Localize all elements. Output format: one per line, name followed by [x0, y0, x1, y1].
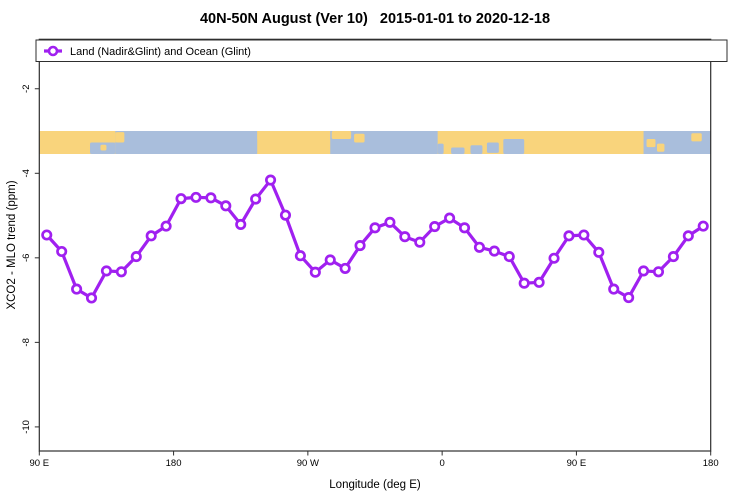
- data-point-marker: [682, 230, 694, 242]
- data-point-marker: [548, 252, 560, 264]
- data-point-marker: [279, 209, 292, 221]
- plot-border: [38, 38, 712, 452]
- legend-box: [35, 39, 728, 62]
- x-tick-label: 180: [166, 458, 182, 469]
- data-point-marker: [354, 240, 366, 252]
- data-point-marker: [593, 246, 605, 258]
- data-point-marker: [339, 262, 351, 274]
- data-point-marker: [85, 292, 98, 304]
- ocean-patch: [451, 147, 465, 154]
- data-point-marker: [265, 174, 277, 186]
- data-point-marker: [220, 200, 232, 212]
- data-point-marker: [41, 229, 53, 241]
- land-patch: [100, 144, 107, 151]
- land-patch: [354, 133, 365, 143]
- y-tick-label: -4: [21, 169, 32, 177]
- data-point-marker: [623, 292, 635, 304]
- data-series: [41, 174, 709, 304]
- data-point-marker: [175, 193, 187, 205]
- data-point-marker: [250, 193, 262, 205]
- data-point-marker: [518, 277, 530, 289]
- data-point-marker: [130, 251, 142, 263]
- data-point-marker: [608, 283, 620, 295]
- data-point-marker: [235, 218, 247, 230]
- data-point-marker: [160, 220, 172, 232]
- data-point-marker: [294, 250, 306, 262]
- x-tick-label: 90 E: [567, 458, 587, 469]
- data-point-marker: [697, 220, 709, 232]
- data-point-marker: [444, 212, 456, 224]
- y-tick-label: -8: [21, 338, 32, 346]
- ocean-patch: [437, 143, 444, 154]
- x-tick-label: 90 W: [297, 458, 319, 469]
- data-point-marker: [533, 276, 545, 288]
- data-point-marker: [503, 251, 515, 263]
- x-axis-title: Longitude (deg E): [329, 479, 421, 491]
- land-patch: [115, 132, 125, 143]
- legend-marker-circle: [47, 45, 59, 57]
- y-axis-title: XCO2 - MLO trend (ppm): [6, 180, 18, 309]
- data-point-marker: [115, 266, 127, 278]
- data-point-marker: [190, 191, 202, 203]
- data-point-marker: [638, 265, 650, 277]
- data-point-marker: [429, 221, 441, 233]
- data-point-marker: [71, 283, 83, 295]
- trend-line: [45, 178, 705, 300]
- ocean-patch: [251, 137, 258, 154]
- data-point-marker: [458, 222, 471, 234]
- land-patch: [656, 143, 665, 152]
- data-point-marker: [100, 265, 112, 277]
- chart-title: 40N-50N August (Ver 10) 2015-01-01 to 20…: [200, 11, 550, 27]
- legend-label: Land (Nadir&Glint) and Ocean (Glint): [70, 46, 251, 58]
- data-point-marker: [205, 192, 217, 204]
- x-tick-label: 90 E: [30, 458, 50, 469]
- data-point-marker: [399, 231, 411, 243]
- land-patch: [331, 131, 352, 140]
- x-tick-label: 180: [703, 458, 719, 469]
- ocean-patch: [503, 139, 525, 154]
- data-point-marker: [309, 266, 321, 278]
- legend: Land (Nadir&Glint) and Ocean (Glint): [35, 39, 728, 62]
- data-point-marker: [145, 230, 157, 242]
- data-point-marker: [667, 251, 679, 263]
- data-point-marker: [324, 254, 336, 266]
- data-point-marker: [473, 241, 485, 253]
- ocean-segment: [115, 131, 258, 154]
- data-point-marker: [563, 230, 575, 242]
- ocean-patch: [470, 145, 483, 154]
- map-strip: [39, 131, 711, 154]
- data-point-marker: [369, 222, 381, 234]
- x-tick-label: 0: [439, 458, 444, 469]
- y-tick-label: -10: [21, 420, 32, 434]
- data-point-marker: [384, 216, 396, 228]
- data-point-marker: [414, 236, 426, 248]
- land-patch: [691, 133, 702, 142]
- land-patch: [646, 139, 656, 148]
- y-tick-label: -2: [21, 85, 32, 93]
- ocean-patch: [486, 142, 499, 153]
- y-axis: -2 -4 -6 -8 -10: [21, 85, 40, 434]
- data-point-marker: [56, 245, 68, 258]
- data-point-marker: [652, 266, 665, 278]
- data-point-marker: [488, 245, 500, 257]
- y-tick-label: -6: [21, 254, 32, 262]
- data-point-marker: [578, 229, 590, 241]
- x-axis: 90 E 180 90 W 0 90 E 180: [30, 451, 719, 469]
